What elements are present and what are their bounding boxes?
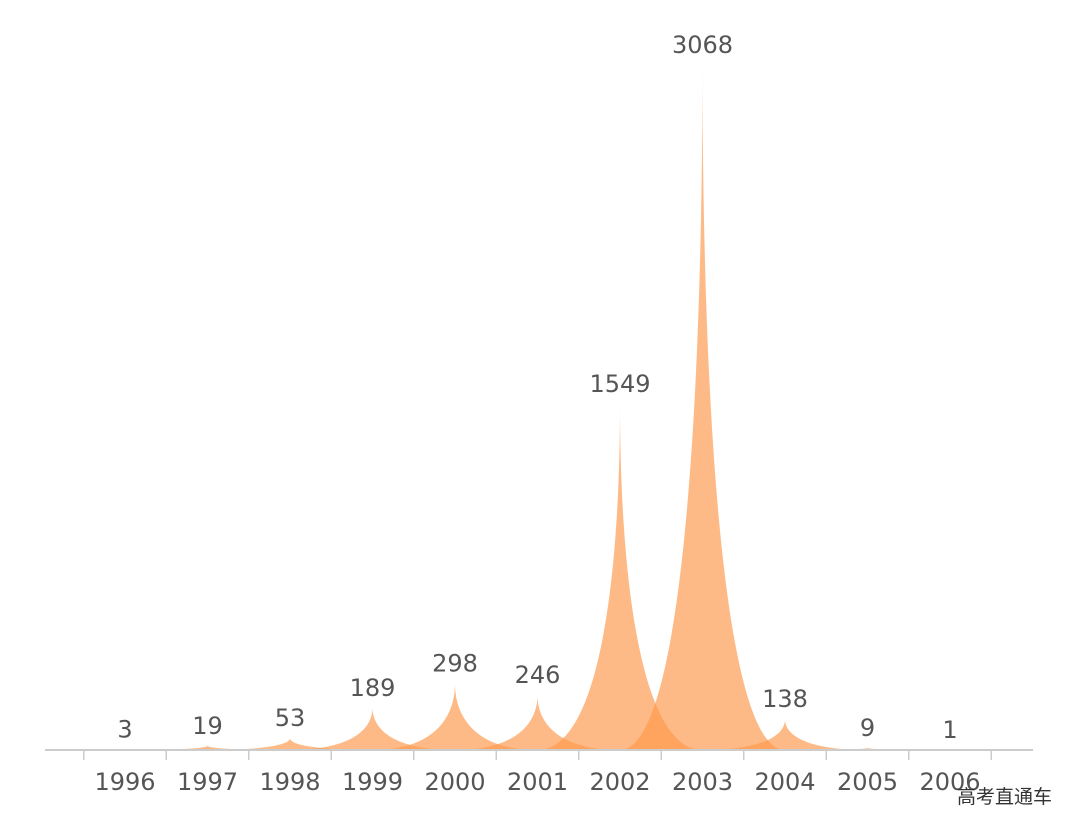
x-tick-label-1998: 1998: [259, 768, 320, 796]
data-label-1998: 53: [275, 704, 306, 732]
data-label-1996: 3: [117, 715, 132, 743]
data-label-1997: 19: [192, 712, 223, 740]
x-axis-ticks: [83, 750, 992, 760]
peak-2003: [620, 65, 785, 750]
watermark-text: 高考直通车: [957, 786, 1052, 808]
data-label-2005: 9: [860, 714, 875, 742]
x-tick-label-2006: 2006: [919, 768, 980, 796]
peak-2004: [702, 719, 868, 750]
data-label-2004: 138: [762, 685, 808, 713]
data-label-2006: 1: [942, 716, 957, 744]
peak-2005: [785, 747, 950, 750]
x-tick-label-1996: 1996: [94, 768, 155, 796]
x-tick-label-2004: 2004: [754, 768, 815, 796]
data-label-2003: 3068: [672, 31, 733, 59]
data-label-2000: 298: [432, 649, 478, 677]
data-label-2001: 246: [515, 661, 561, 689]
data-label-2002: 1549: [589, 370, 650, 398]
x-axis-tick-labels: 1996 1997 1998 1999 2000 2001 2002 2003 2004 2005…: [94, 768, 980, 796]
x-tick-label-2001: 2001: [507, 768, 568, 796]
data-label-1999: 189: [350, 674, 396, 702]
peak-1998: [207, 738, 373, 750]
x-tick-label-1997: 1997: [177, 768, 238, 796]
peaks-layer: [42, 65, 1033, 750]
data-labels: 3 19 53 189 298 246 1549 3068 138 9 1: [117, 31, 957, 744]
x-tick-label-2005: 2005: [837, 768, 898, 796]
peak-1999: [290, 707, 455, 750]
x-tick-label-1999: 1999: [342, 768, 403, 796]
peak-1997: [125, 745, 290, 750]
x-tick-label-2002: 2002: [589, 768, 650, 796]
peak-2000: [372, 683, 538, 750]
peak-2002: [537, 404, 703, 750]
peak-2001: [455, 695, 620, 750]
x-tick-label-2000: 2000: [424, 768, 485, 796]
x-tick-label-2003: 2003: [672, 768, 733, 796]
